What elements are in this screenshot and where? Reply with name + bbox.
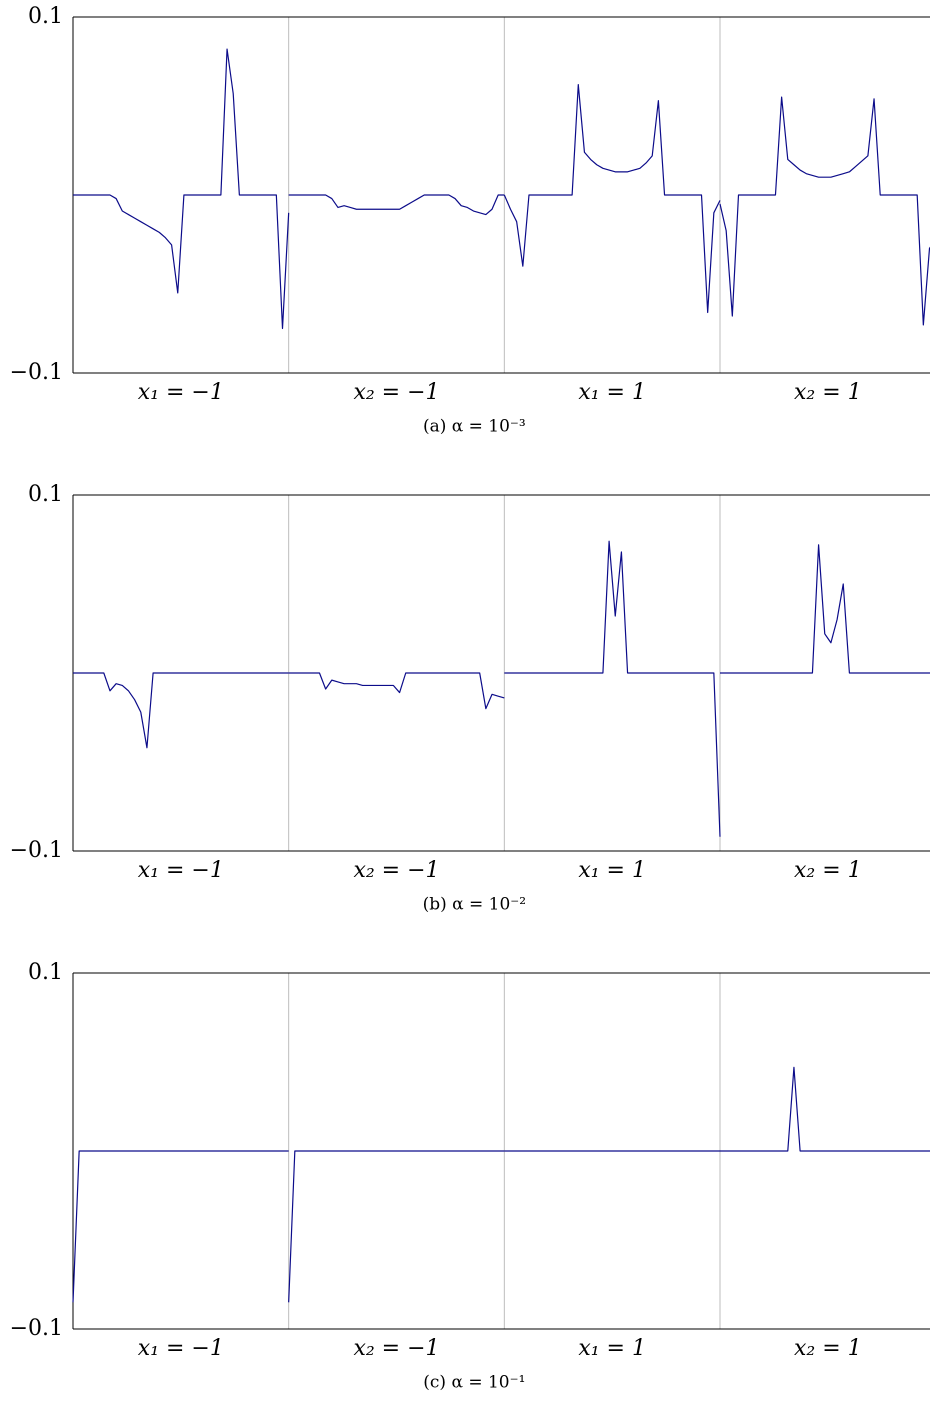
panel: −0.1 0.1 x₁ = −1 x₂ = −1 x₁ = 1 x₂ = 1 (b) α =… bbox=[10, 482, 930, 915]
caption: (b) α = 10⁻² bbox=[423, 895, 527, 915]
x-category-label: x₁ = 1 bbox=[578, 1336, 646, 1361]
panel: −0.1 0.1 x₁ = −1 x₂ = −1 x₁ = 1 x₂ = 1 (c) α =… bbox=[10, 960, 930, 1393]
data-line bbox=[720, 544, 930, 674]
data-line bbox=[73, 48, 290, 330]
x-category-label: x₂ = 1 bbox=[794, 380, 862, 405]
panel: −0.1 0.1 x₁ = −1 x₂ = −1 x₁ = 1 x₂ = 1 (a) α =… bbox=[10, 4, 930, 437]
y-tick-label: −0.1 bbox=[10, 360, 63, 385]
data-line bbox=[72, 1150, 289, 1303]
y-tick-label: 0.1 bbox=[28, 960, 63, 985]
x-category-label: x₂ = 1 bbox=[794, 1336, 862, 1361]
caption: (a) α = 10⁻³ bbox=[423, 417, 526, 437]
x-category-label: x₂ = 1 bbox=[794, 858, 862, 883]
data-line bbox=[288, 1150, 505, 1303]
x-category-label: x₂ = −1 bbox=[353, 1336, 439, 1361]
y-tick-label: −0.1 bbox=[10, 838, 63, 863]
data-line bbox=[288, 672, 505, 710]
data-line bbox=[720, 1066, 930, 1152]
x-category-label: x₂ = −1 bbox=[353, 380, 439, 405]
x-category-label: x₁ = −1 bbox=[138, 1336, 224, 1361]
x-category-label: x₁ = 1 bbox=[578, 380, 646, 405]
data-line bbox=[288, 194, 505, 216]
caption: (c) α = 10⁻¹ bbox=[423, 1373, 525, 1393]
x-category-label: x₁ = −1 bbox=[138, 380, 224, 405]
x-category-label: x₁ = −1 bbox=[138, 858, 224, 883]
y-tick-label: 0.1 bbox=[28, 482, 63, 507]
data-line bbox=[73, 672, 289, 749]
data-line bbox=[504, 540, 721, 837]
data-line bbox=[503, 84, 721, 314]
x-category-label: x₂ = −1 bbox=[353, 858, 439, 883]
y-tick-label: 0.1 bbox=[28, 4, 63, 29]
data-line bbox=[719, 96, 930, 326]
x-category-label: x₁ = 1 bbox=[578, 858, 646, 883]
y-tick-label: −0.1 bbox=[10, 1316, 63, 1341]
